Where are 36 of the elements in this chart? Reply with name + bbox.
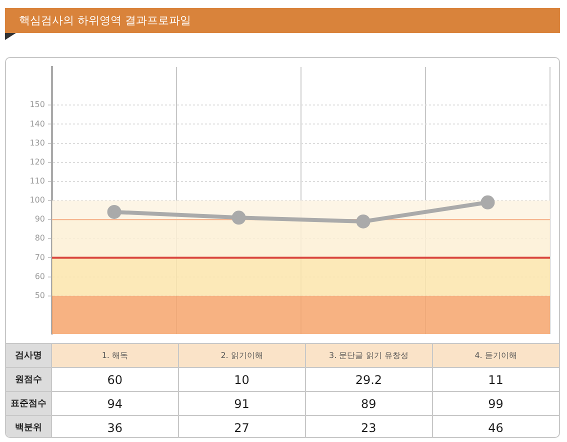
text: 11 [488, 372, 504, 386]
y-tick-label: 90 [34, 214, 45, 224]
y-tick-label: 140 [30, 119, 45, 128]
point [232, 210, 246, 225]
point [107, 204, 122, 219]
y-tick-label: 120 [30, 157, 45, 166]
chart-title: 핵심검사의 하위영역 결과프로파일 [5, 8, 560, 33]
data-label: 89 [305, 392, 432, 416]
x-tick-label: 2. 읽기이해 [178, 344, 306, 368]
point [356, 214, 370, 228]
y-tick-label: 60 [34, 272, 45, 281]
x-axis-title: 검사명 [6, 344, 52, 368]
text: 36 [107, 420, 123, 434]
text: 표준점수 [6, 392, 52, 416]
y-tick-label: 110 [30, 176, 45, 186]
y-tick-label: 100 [30, 196, 45, 205]
text: 27 [234, 420, 250, 434]
y-tick-label: 50 [34, 290, 45, 300]
text: 23 [361, 420, 376, 434]
text: 10 [234, 372, 250, 386]
y-tick-label: 80 [34, 234, 45, 243]
text: 29.2 [355, 372, 382, 386]
y-tick-label: 130 [30, 138, 45, 148]
x-tick-label: 3. 문단글 읽기 유창성 [305, 344, 432, 368]
data-label: 91 [178, 392, 306, 416]
point [480, 195, 495, 210]
data-label: 99 [432, 392, 559, 416]
y-tick-label: 70 [34, 252, 45, 262]
text: 60 [107, 372, 123, 386]
text: 백분위 [6, 416, 52, 439]
y-tick-label: 150 [30, 100, 45, 110]
x-tick-label: 4. 듣기이해 [432, 344, 559, 368]
text: 46 [488, 420, 504, 434]
x-tick-label: 1. 해독 [52, 344, 178, 368]
data-label: 94 [52, 392, 178, 416]
text: 원점수 [6, 368, 52, 392]
